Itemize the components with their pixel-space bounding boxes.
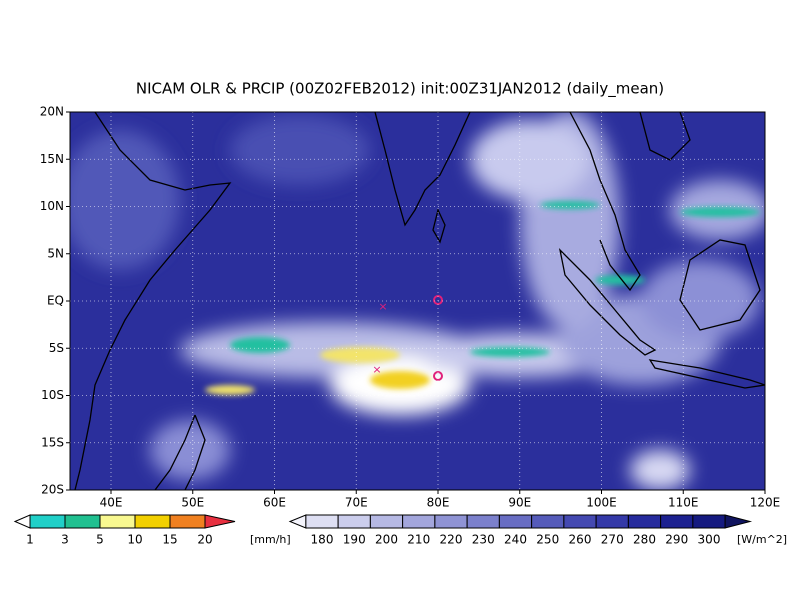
colorbar-label: 250 bbox=[536, 533, 559, 547]
colorbar-label: 290 bbox=[665, 533, 688, 547]
map-field: × × bbox=[70, 112, 765, 490]
colorbar-box bbox=[466, 514, 500, 529]
colorbar-label: 210 bbox=[407, 533, 430, 547]
lon-label: 70E bbox=[345, 496, 368, 510]
title: NICAM OLR & PRCIP (00Z02FEB2012) init:00… bbox=[136, 80, 664, 99]
colorbar-label: 180 bbox=[311, 533, 334, 547]
lon-label: 60E bbox=[263, 496, 286, 510]
colorbar-label: 240 bbox=[504, 533, 527, 547]
colorbar-box bbox=[305, 514, 339, 529]
colorbar-label: 300 bbox=[698, 533, 721, 547]
lat-label: 5S bbox=[49, 341, 64, 355]
precip-field bbox=[205, 201, 760, 395]
lat-label: 5N bbox=[47, 246, 64, 260]
indochina-coast bbox=[569, 112, 641, 292]
colorbar-box bbox=[434, 514, 468, 529]
lat-label: EQ bbox=[47, 294, 64, 308]
colorbar-box bbox=[337, 514, 371, 529]
lon-label: 80E bbox=[427, 496, 450, 510]
lat-label: 20S bbox=[41, 483, 64, 497]
colorbar-box bbox=[692, 514, 726, 529]
colorbar-label: 190 bbox=[343, 533, 366, 547]
colorbar-box bbox=[29, 514, 66, 529]
china-coast bbox=[639, 112, 691, 161]
colorbar-box bbox=[402, 514, 436, 529]
lat-label: 15S bbox=[41, 435, 64, 449]
colorbar-label: 230 bbox=[472, 533, 495, 547]
colorbar-arrow bbox=[13, 514, 31, 529]
india-coast bbox=[374, 112, 471, 227]
colorbar-box bbox=[627, 514, 662, 529]
lat-label: 15N bbox=[40, 152, 64, 166]
sumatra-coast bbox=[558, 248, 657, 356]
colorbar-box bbox=[595, 514, 629, 529]
lon-label: 90E bbox=[508, 496, 531, 510]
marker-x: × bbox=[378, 300, 387, 313]
lon-label: 100E bbox=[586, 496, 617, 510]
colorbar-box bbox=[134, 514, 171, 529]
lat-label: 10N bbox=[40, 199, 64, 213]
colorbar-label: 220 bbox=[440, 533, 463, 547]
colorbar-box bbox=[369, 514, 404, 529]
colorbar-box bbox=[660, 514, 694, 529]
grid bbox=[70, 112, 765, 490]
colorbar-label: 280 bbox=[633, 533, 656, 547]
colorbar-label: 15 bbox=[162, 533, 177, 547]
madagascar-coast bbox=[154, 414, 206, 490]
java-coast bbox=[648, 359, 765, 389]
africa-coast bbox=[74, 112, 232, 490]
colorbar-label: 270 bbox=[601, 533, 624, 547]
srilanka-coast bbox=[432, 208, 446, 244]
colorbar-box bbox=[531, 514, 565, 529]
marker-x: × bbox=[372, 363, 381, 376]
colorbar-label: 1 bbox=[26, 533, 34, 547]
colorbar-label: 20 bbox=[197, 533, 212, 547]
colorbar-box bbox=[64, 514, 101, 529]
lon-label: 40E bbox=[100, 496, 123, 510]
axes: 20N 15N 10N 5N EQ 5S 10S 15S 20S 40E 50E 60E 70E 80E 9… bbox=[40, 105, 781, 510]
colorbar-label: 3 bbox=[61, 533, 69, 547]
colorbar-box bbox=[498, 514, 533, 529]
colorbar-label: 5 bbox=[96, 533, 104, 547]
lon-label: 110E bbox=[668, 496, 699, 510]
colorbars: 1 3 5 10 15 20 [mm/h] 180 190 200 210 220 230 240 250 2… bbox=[13, 514, 787, 547]
colorbar-arrow bbox=[288, 514, 307, 529]
lat-label: 10S bbox=[41, 388, 64, 402]
colorbar-unit: [mm/h] bbox=[250, 533, 291, 546]
colorbar-arrow bbox=[724, 514, 753, 529]
colorbar-box bbox=[169, 514, 206, 529]
colorbar-label: 200 bbox=[375, 533, 398, 547]
colorbar-box bbox=[99, 514, 136, 529]
colorbar-label: 260 bbox=[569, 533, 592, 547]
lon-label: 50E bbox=[181, 496, 204, 510]
lat-label: 20N bbox=[40, 105, 64, 119]
colorbar-unit: [W/m^2] bbox=[737, 533, 787, 546]
colorbar-box bbox=[563, 514, 597, 529]
colorbar-label: 10 bbox=[127, 533, 142, 547]
colorbar-arrow bbox=[204, 514, 236, 529]
lon-label: 120E bbox=[750, 496, 781, 510]
